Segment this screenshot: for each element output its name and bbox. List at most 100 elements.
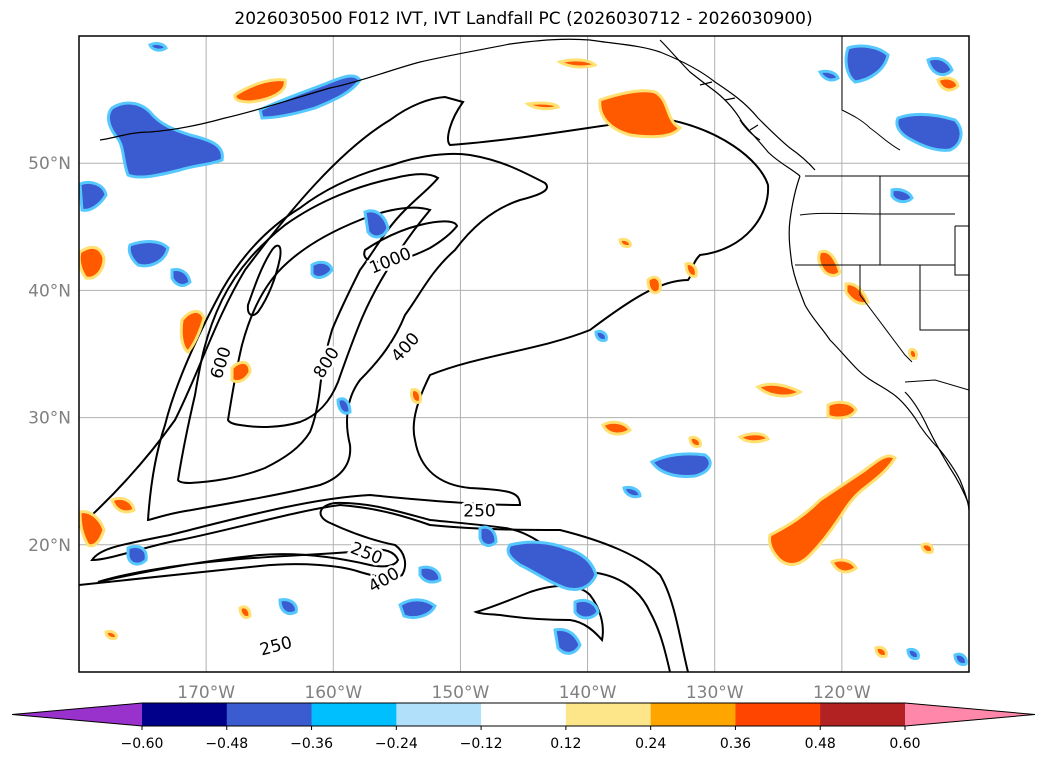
colorbar-segment (311, 703, 397, 726)
colorbar: −0.60 −0.48 −0.36 −0.24 −0.12 0.12 0.24 0.36 0.4… (11, 702, 1036, 752)
positive-region (874, 646, 888, 658)
negative-region (310, 260, 334, 279)
positive-region (556, 58, 598, 69)
positive-region (737, 432, 771, 444)
colorbar-segment (481, 703, 567, 726)
negative-region (895, 112, 963, 152)
negative-region (418, 565, 442, 584)
negative-region (148, 42, 168, 52)
ivt-pc-negative-regions (79, 42, 968, 666)
lon-tick-label: 120°W (813, 683, 871, 703)
negative-region (890, 188, 914, 204)
positive-region (829, 558, 858, 574)
coastline-bc (659, 39, 801, 177)
ivt-contour-800 (226, 206, 432, 428)
negative-region (844, 44, 890, 84)
axis-tick-labels: 170°W 160°W 150°W 140°W 130°W 120°W 20°N 30°N 40… (28, 154, 871, 703)
colorbar-tick-label: −0.12 (460, 736, 503, 752)
ivt-contour-250-outer (79, 95, 770, 672)
negative-region (953, 652, 968, 666)
chart-title: 2026030500 F012 IVT, IVT Landfall PC (20… (234, 9, 813, 29)
lat-tick-label: 50°N (28, 154, 71, 174)
political-borders (795, 36, 969, 391)
ivt-contour-600 (176, 173, 440, 485)
negative-region (506, 540, 598, 591)
colorbar-tick-label: 0.36 (720, 736, 751, 752)
ivt-pc-positive-regions (79, 58, 960, 658)
negative-region (553, 628, 582, 655)
colorbar-segment (396, 703, 482, 726)
coastline-alaska (99, 38, 816, 171)
ivt-contour-400-south (473, 584, 604, 643)
positive-region (908, 348, 918, 360)
map-frame (78, 35, 970, 673)
positive-region (826, 400, 858, 420)
colorbar-tick-label: 0.60 (889, 736, 920, 752)
ivt-contour-400-inner (97, 548, 400, 583)
positive-region (817, 249, 842, 277)
colorbar-segment (650, 703, 736, 726)
lon-tick-label: 160°W (304, 683, 362, 703)
coastlines (99, 38, 969, 511)
lon-tick-label: 150°W (432, 683, 490, 703)
border-alaska-canada (841, 36, 901, 151)
negative-region (622, 486, 642, 499)
positive-region (238, 605, 252, 620)
negative-region (106, 101, 224, 179)
positive-region (179, 310, 206, 354)
positive-region (688, 436, 702, 448)
colorbar-tick-label: 0.12 (550, 736, 581, 752)
colorbar-tick-label: −0.60 (121, 736, 164, 752)
lon-tick-label: 170°W (177, 683, 235, 703)
colorbar-segment (565, 703, 652, 726)
coastline-west-us (788, 175, 969, 511)
positive-region (104, 630, 118, 640)
positive-region (79, 245, 106, 280)
positive-region (768, 454, 897, 567)
border-id-mt (879, 176, 969, 276)
negative-region (573, 598, 600, 620)
negative-region (906, 648, 920, 660)
positive-region (110, 496, 136, 514)
colorbar-tick-label: 0.48 (805, 736, 836, 752)
colorbar-tick-label: 0.24 (635, 736, 666, 752)
negative-region (126, 545, 148, 566)
colorbar-segment (142, 703, 228, 726)
negative-region (649, 452, 712, 478)
positive-region (936, 76, 960, 92)
map-background (79, 36, 969, 672)
positive-region (920, 542, 934, 554)
colorbar-extend-high (905, 703, 1035, 726)
border-us-mexico (904, 379, 969, 391)
negative-region (278, 598, 298, 615)
negative-region (398, 598, 437, 620)
coastline-islands (699, 81, 761, 141)
colorbar-segment (226, 703, 313, 726)
ivt-contour-600-small (246, 244, 282, 317)
positive-region (601, 420, 633, 436)
negative-region (363, 209, 390, 239)
lat-tick-label: 30°N (28, 409, 71, 429)
positive-region (684, 262, 698, 278)
positive-region (233, 78, 287, 104)
colorbar-tick-label: −0.36 (290, 736, 333, 752)
negative-region (817, 69, 840, 82)
colorbar-segment (820, 703, 906, 726)
positive-region (79, 510, 106, 548)
lon-tick-label: 140°W (559, 683, 617, 703)
positive-region (410, 388, 422, 404)
negative-region (170, 268, 192, 287)
positive-region (755, 382, 804, 398)
negative-region (336, 397, 352, 415)
lat-tick-label: 20°N (28, 536, 71, 556)
positive-region (646, 275, 662, 295)
lat-tick-label: 40°N (28, 281, 71, 301)
negative-region (478, 525, 498, 547)
ivt-contour-1000 (363, 220, 459, 264)
coastline-baja (904, 391, 969, 506)
border-ca-nv (919, 265, 969, 331)
negative-region (79, 180, 108, 212)
colorbar-tick-label: −0.48 (205, 736, 248, 752)
negative-region (926, 56, 954, 77)
lon-tick-label: 130°W (686, 683, 744, 703)
